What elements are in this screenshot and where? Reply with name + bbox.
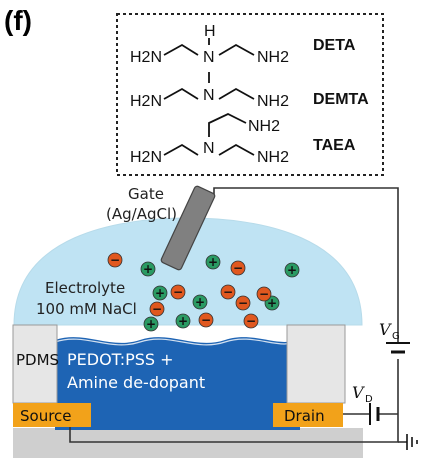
taea-name: TAEA xyxy=(313,137,356,154)
deta-name: DETA xyxy=(313,37,356,54)
cation-ion xyxy=(175,313,191,329)
deta-h: H xyxy=(204,23,216,40)
vd-label: V xyxy=(352,383,365,402)
molecule-box xyxy=(116,13,384,176)
deta-left-group: H2N xyxy=(130,49,162,66)
anion-ion xyxy=(243,313,259,329)
cation-ion-sign: + xyxy=(178,314,188,328)
anion-ion-sign: − xyxy=(246,314,256,328)
taea-top-group: NH2 xyxy=(248,118,280,135)
deta-right-group: NH2 xyxy=(257,49,289,66)
cation-ion xyxy=(192,294,208,310)
anion-ion-sign: − xyxy=(238,296,248,310)
taea-right-group: NH2 xyxy=(257,149,289,166)
anion-ion-sign: − xyxy=(259,287,269,301)
gate-electrode xyxy=(160,185,216,271)
pdms-right xyxy=(286,324,346,404)
channel-label-line2: Amine de-dopant xyxy=(67,373,205,392)
cation-ion-sign: + xyxy=(287,263,297,277)
ground-icon xyxy=(406,434,418,450)
panel-label: (f) xyxy=(4,5,32,36)
taea-left-group: H2N xyxy=(130,149,162,166)
anion-ion xyxy=(170,284,186,300)
deta-center-n: N xyxy=(203,49,215,66)
pedot-channel xyxy=(55,337,300,430)
molecule-demta: H2N N NH2 DEMTA xyxy=(130,72,369,110)
cation-ion xyxy=(152,285,168,301)
demta-center-n: N xyxy=(203,87,215,104)
anion-ion xyxy=(230,260,246,276)
electrolyte-label-line1: Electrolyte xyxy=(45,279,125,297)
drain-contact xyxy=(273,403,343,427)
anion-ion xyxy=(256,286,272,302)
vd-subscript: D xyxy=(365,394,373,405)
cation-ion-sign: + xyxy=(195,295,205,309)
cation-ion-sign: + xyxy=(267,296,277,310)
anion-ion xyxy=(198,312,214,328)
drain-label: Drain xyxy=(284,407,325,425)
molecule-taea: H2N N NH2 NH2 TAEA xyxy=(130,112,356,166)
electrolyte-label-line2: 100 mM NaCl xyxy=(36,300,137,318)
cation-ion-sign: + xyxy=(146,317,156,331)
vg-label: V xyxy=(379,320,392,339)
cation-ion xyxy=(205,254,221,270)
anion-ion xyxy=(220,284,236,300)
ions-group: + ++++ ++ +−−−−−−−− − xyxy=(107,252,300,332)
demta-left-group: H2N xyxy=(130,93,162,110)
cation-ion-sign: + xyxy=(208,255,218,269)
demta-name: DEMTA xyxy=(313,91,369,108)
anion-ion-sign: − xyxy=(173,285,183,299)
gate-label-line1: Gate xyxy=(128,185,164,203)
cation-ion xyxy=(140,261,156,277)
cation-ion-sign: + xyxy=(143,262,153,276)
anion-ion xyxy=(149,301,165,317)
cation-ion xyxy=(143,316,159,332)
pdms-label: PDMS xyxy=(16,351,59,369)
anion-ion-sign: − xyxy=(201,313,211,327)
circuit-wires xyxy=(69,187,407,443)
channel-label-line1: PEDOT:PSS + xyxy=(67,350,174,369)
gate-label-line2: (Ag/AgCl) xyxy=(106,205,177,223)
vd-battery xyxy=(369,403,380,425)
cation-ion-sign: + xyxy=(155,286,165,300)
source-label: Source xyxy=(20,407,72,425)
vg-battery xyxy=(386,342,410,354)
anion-ion-sign: − xyxy=(233,261,243,275)
anion-ion xyxy=(235,295,251,311)
anion-ion-sign: − xyxy=(110,253,120,267)
vg-subscript: G xyxy=(392,331,400,342)
anion-ion-sign: − xyxy=(152,302,162,316)
substrate xyxy=(13,428,363,458)
taea-center-n: N xyxy=(203,140,215,157)
anion-ion-sign: − xyxy=(223,285,233,299)
molecule-deta: H2N N H NH2 DETA xyxy=(130,23,356,66)
cation-ion xyxy=(284,262,300,278)
anion-ion xyxy=(107,252,123,268)
demta-right-group: NH2 xyxy=(257,93,289,110)
source-contact xyxy=(13,403,91,427)
